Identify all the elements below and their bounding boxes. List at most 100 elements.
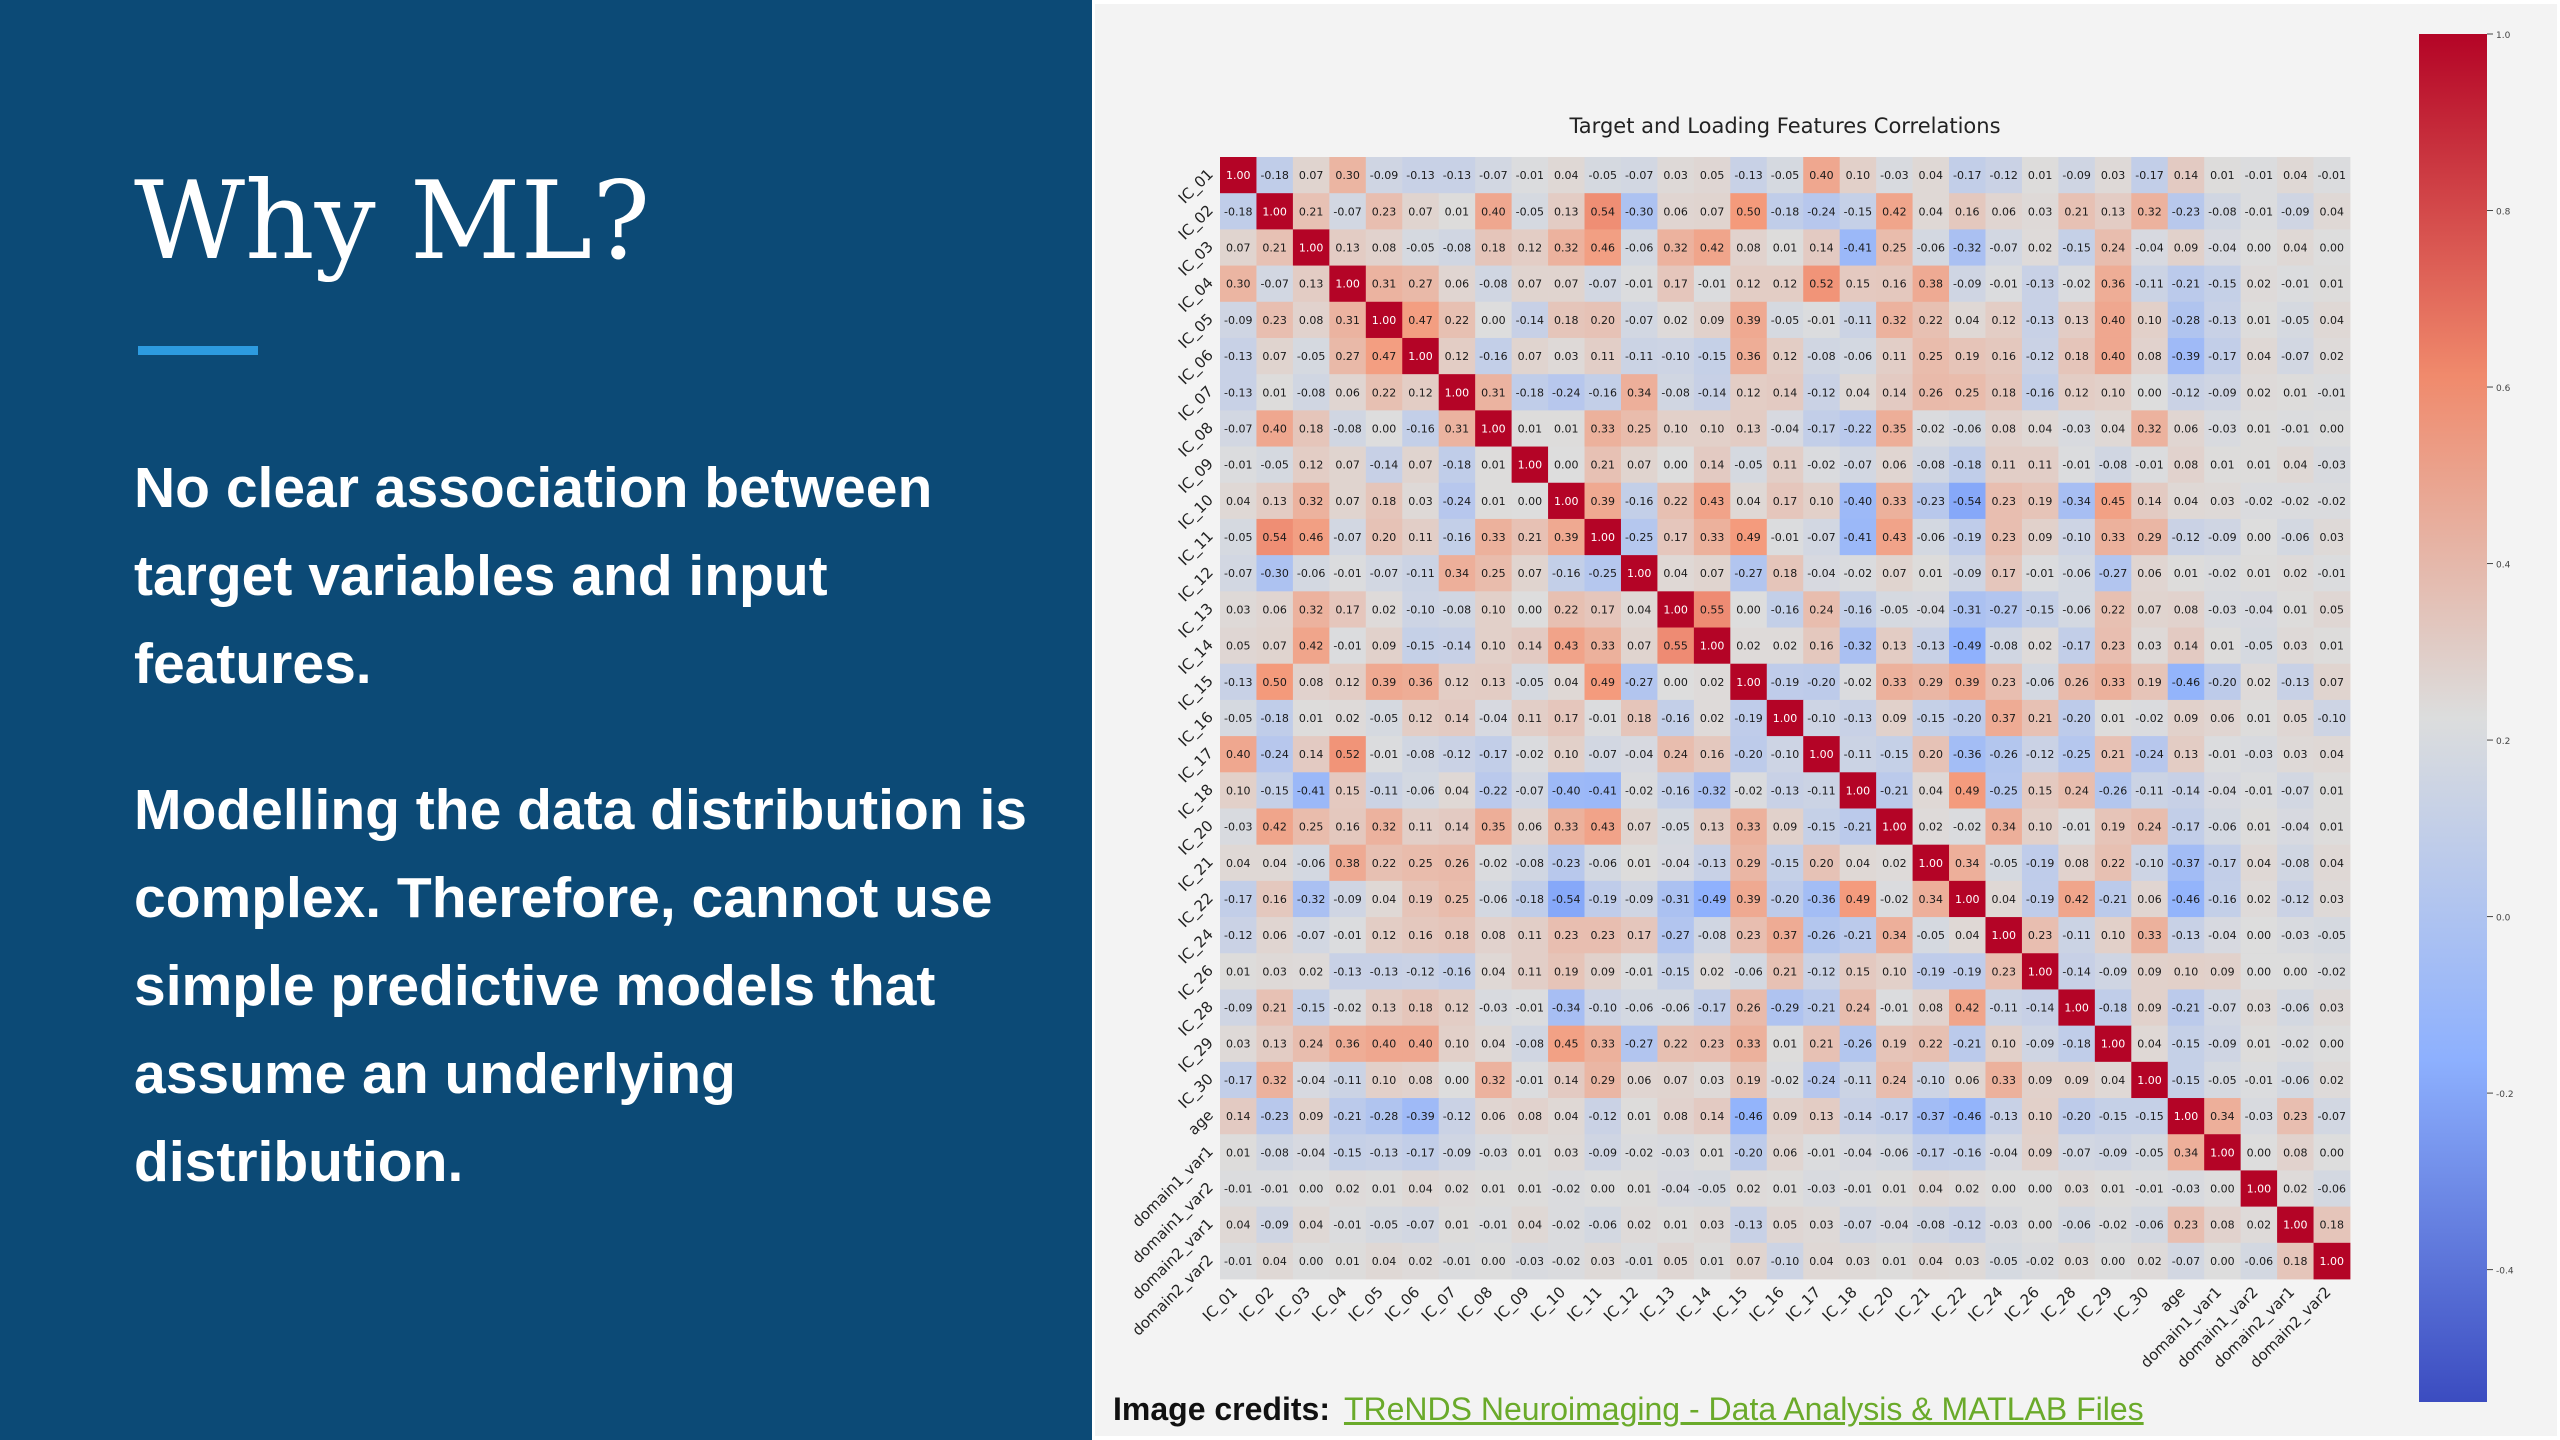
credits-label: Image credits: — [1113, 1391, 1330, 1427]
heatmap-cell — [1220, 374, 1257, 411]
cell-value-label: 0.10 — [1372, 1074, 1397, 1087]
heatmap-cell — [1256, 591, 1294, 628]
heatmap-cell — [2021, 193, 2059, 230]
cell-value-label: 0.18 — [1627, 712, 1652, 725]
heatmap-cell — [2167, 699, 2205, 737]
cell-value-label: -0.09 — [2281, 205, 2309, 218]
cell-value-label: 0.22 — [1372, 857, 1397, 870]
heatmap-cell — [2131, 844, 2169, 882]
cell-value-label: 0.09 — [2210, 965, 2235, 978]
heatmap-cell — [1803, 193, 1841, 230]
cell-value-label: 0.04 — [1445, 784, 1470, 797]
heatmap-cell — [2021, 627, 2059, 665]
row-tick-label: IC_07 — [1175, 382, 1218, 425]
heatmap-cell — [1365, 193, 1403, 230]
cell-value-label: 0.00 — [1663, 459, 1688, 472]
cell-value-label: 0.11 — [1408, 531, 1433, 544]
cell-value-label: -0.02 — [2026, 1255, 2054, 1268]
heatmap-cell — [1511, 229, 1549, 266]
cell-value-label: -0.09 — [2099, 1146, 2127, 1159]
heatmap-cell — [1912, 229, 1950, 266]
column-tick-label: IC_14 — [1673, 1283, 1716, 1326]
heatmap-cell — [2167, 410, 2205, 447]
cell-value-label: -0.02 — [1807, 459, 1835, 472]
cell-value-label: -0.14 — [2026, 1002, 2054, 1015]
heatmap-cell — [1256, 482, 1294, 520]
cell-value-label: 1.00 — [1335, 278, 1360, 291]
cell-value-label: 0.01 — [2247, 422, 2272, 435]
cell-value-label: -0.06 — [2208, 821, 2236, 834]
column-tick-label: IC_18 — [1819, 1283, 1862, 1326]
heatmap-cell — [1766, 301, 1804, 339]
cell-value-label: -0.15 — [1917, 712, 1945, 725]
cell-value-label: -0.07 — [1807, 531, 1835, 544]
cell-value-label: 0.03 — [2028, 205, 2053, 218]
heatmap-cell — [2277, 157, 2314, 194]
heatmap-cell — [2021, 699, 2059, 737]
cell-value-label: 0.02 — [1736, 1183, 1761, 1196]
heatmap-cell — [1220, 880, 1257, 918]
heatmap-cell — [2167, 482, 2205, 520]
heatmap-cell — [1511, 663, 1549, 701]
cell-value-label: -0.19 — [2026, 893, 2054, 906]
heatmap-cell — [1985, 518, 2023, 556]
cell-value-label: 0.32 — [1663, 241, 1688, 254]
cell-value-label: -0.01 — [1333, 1219, 1361, 1232]
column-tick-label: IC_03 — [1272, 1283, 1315, 1326]
cell-value-label: -0.15 — [1260, 784, 1288, 797]
column-tick-label: IC_05 — [1345, 1283, 1388, 1326]
heatmap-cell — [2131, 591, 2169, 628]
row-tick-label: IC_10 — [1175, 491, 1218, 534]
heatmap-cell — [1876, 555, 1913, 592]
credits-link[interactable]: TReNDS Neuroimaging - Data Analysis & MA… — [1343, 1391, 2144, 1427]
cell-value-label: -0.34 — [1552, 1002, 1580, 1015]
heatmap-cell — [2277, 446, 2314, 484]
heatmap-cell — [1256, 699, 1294, 737]
cell-value-label: 1.00 — [1627, 567, 1652, 580]
cell-value-label: 1.00 — [2101, 1038, 2126, 1051]
cell-value-label: -0.06 — [1661, 1002, 1689, 1015]
cell-value-label: 0.11 — [1882, 350, 1907, 363]
heatmap-cell — [1402, 880, 1440, 918]
cell-value-label: -0.12 — [1989, 169, 2017, 182]
column-tick-label: IC_12 — [1600, 1283, 1643, 1326]
cell-value-label: -0.03 — [1516, 1255, 1544, 1268]
cell-value-label: 0.01 — [2028, 169, 2053, 182]
cell-value-label: 1.00 — [1919, 857, 1944, 870]
cell-value-label: 0.49 — [1846, 893, 1871, 906]
cell-value-label: 0.25 — [1955, 386, 1980, 399]
cell-value-label: 1.00 — [1445, 386, 1470, 399]
heatmap-cell — [2204, 446, 2242, 484]
cell-value-label: -0.14 — [1844, 1110, 1872, 1123]
cell-value-label: -0.07 — [1625, 169, 1653, 182]
heatmap-cell — [1620, 410, 1658, 447]
heatmap-cell — [1329, 518, 1367, 556]
heatmap-cell — [1876, 337, 1913, 375]
cell-value-label: 0.06 — [1518, 821, 1543, 834]
cell-value-label: 0.01 — [2283, 386, 2308, 399]
heatmap-cell — [2131, 482, 2169, 520]
heatmap-cell — [2240, 663, 2278, 701]
heatmap-cell — [1548, 301, 1585, 339]
cell-value-label: -0.20 — [2062, 1110, 2090, 1123]
cell-value-label: 0.04 — [2320, 205, 2345, 218]
cell-value-label: 0.00 — [1481, 314, 1506, 327]
cell-value-label: 0.00 — [1299, 1255, 1324, 1268]
cell-value-label: -0.19 — [1589, 893, 1617, 906]
heatmap-cell — [1402, 446, 1440, 484]
cell-value-label: -0.05 — [1771, 314, 1799, 327]
cell-value-label: -0.11 — [1844, 1074, 1872, 1087]
cell-value-label: 0.00 — [2247, 1146, 2272, 1159]
heatmap-cell — [2240, 410, 2278, 447]
cell-value-label: 0.11 — [2028, 459, 2053, 472]
cell-value-label: 0.01 — [1627, 1110, 1652, 1123]
heatmap-cell — [1511, 410, 1549, 447]
cell-value-label: 0.06 — [1481, 1110, 1506, 1123]
cell-value-label: 0.31 — [1481, 386, 1506, 399]
cell-value-label: -0.07 — [1479, 169, 1507, 182]
heatmap-cell — [1803, 627, 1841, 665]
cell-value-label: -0.15 — [2026, 603, 2054, 616]
heatmap-cell — [1876, 410, 1913, 447]
heatmap-cell — [2277, 229, 2314, 266]
colorbar-tick-label: -0.2 — [2496, 1090, 2514, 1100]
